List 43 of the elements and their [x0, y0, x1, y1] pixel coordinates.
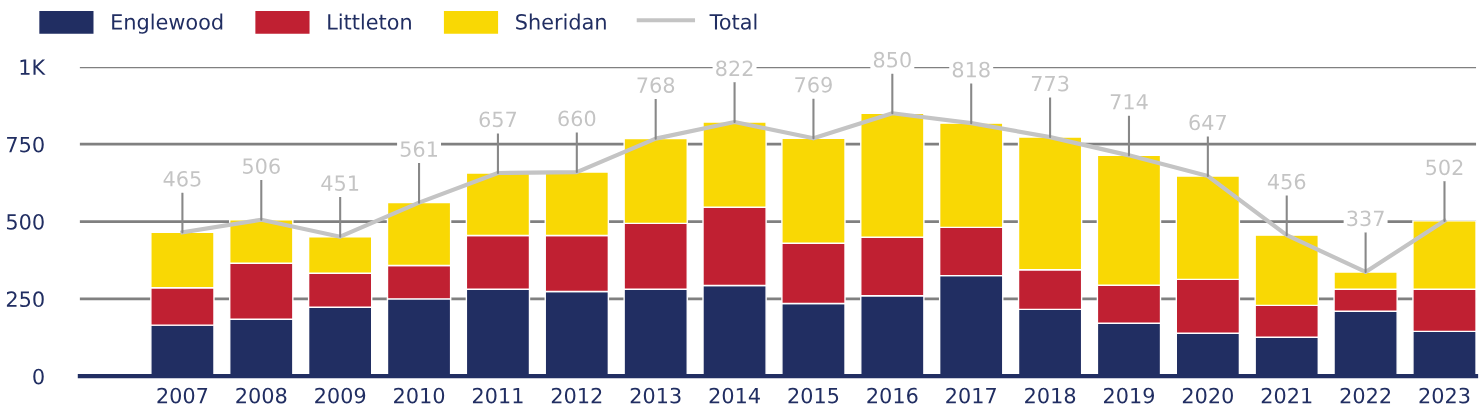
data-label: 822	[716, 60, 753, 77]
legend-label: Littleton	[328, 13, 411, 30]
legend-label: Englewood	[112, 13, 223, 34]
x-tick-label: 2013	[630, 387, 681, 404]
data-label: 773	[1031, 75, 1069, 92]
data-label: 647	[1189, 114, 1226, 131]
data-label: 465	[163, 170, 201, 187]
data-label: 506	[243, 158, 280, 174]
x-tick-label: 2014	[709, 387, 760, 404]
x-tick-label: 2011	[472, 387, 523, 404]
y-tick-label: 250	[6, 291, 44, 308]
x-tick-label: 2018	[1025, 387, 1076, 404]
data-label: 561	[400, 141, 438, 157]
x-tick-label: 2019	[1103, 387, 1155, 404]
x-tick-label: 2015	[788, 387, 839, 404]
x-tick-label: 2021	[1261, 387, 1312, 404]
x-tick-label: 2008	[236, 387, 287, 404]
y-tick-label: 750	[7, 136, 44, 153]
data-label: 451	[321, 175, 359, 191]
data-label: 337	[1347, 210, 1384, 227]
data-label: 456	[1267, 173, 1306, 190]
x-tick-label: 2010	[394, 387, 445, 404]
data-label: 660	[558, 110, 596, 127]
x-tick-label: 2020	[1182, 387, 1233, 404]
data-label: 657	[479, 111, 517, 128]
x-tick-label: 2016	[867, 387, 918, 404]
legend-label: Total	[709, 13, 757, 30]
x-tick-label: 2017	[946, 387, 996, 404]
y-tick-label: 1K	[20, 59, 46, 75]
x-tick-label: 2022	[1340, 387, 1391, 404]
data-label: 818	[952, 61, 990, 78]
data-label: 768	[637, 77, 675, 93]
x-tick-label: 2009	[315, 387, 366, 404]
data-label: 850	[873, 51, 911, 68]
y-tick-label: 0	[33, 368, 44, 385]
data-label: 769	[795, 76, 832, 93]
x-tick-label: 2023	[1419, 387, 1470, 404]
x-tick-label: 2012	[551, 387, 602, 404]
legend-label: Sheridan	[516, 13, 606, 30]
x-tick-label: 2007	[157, 387, 208, 404]
y-tick-label: 500	[6, 213, 44, 230]
data-label: 502	[1426, 159, 1463, 176]
data-label: 714	[1110, 94, 1148, 110]
